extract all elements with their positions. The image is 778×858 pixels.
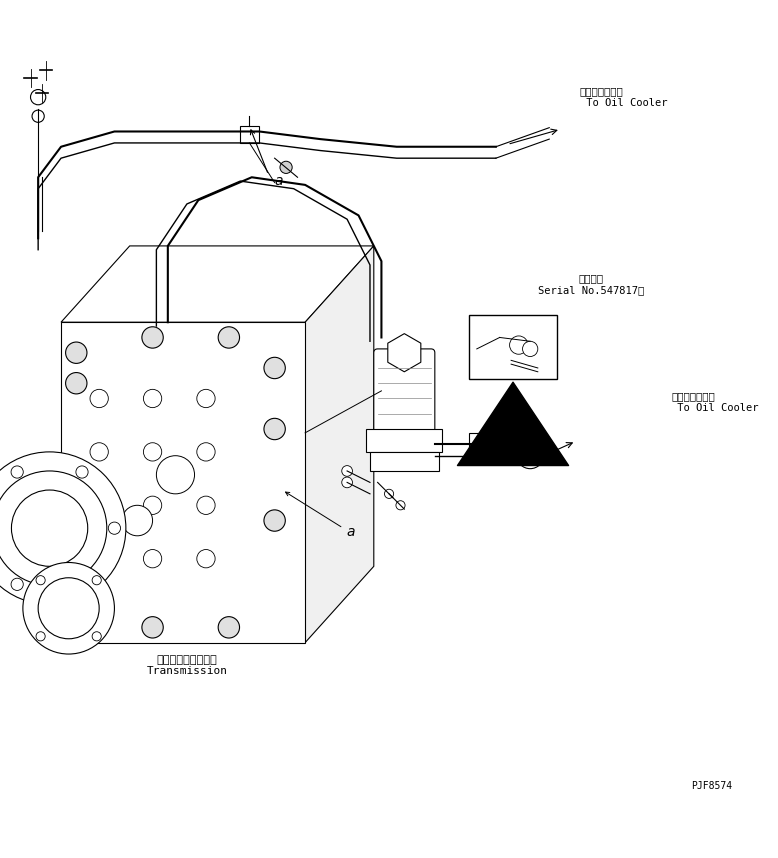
Bar: [469, 315, 557, 379]
Circle shape: [23, 563, 114, 654]
Circle shape: [32, 110, 44, 123]
Polygon shape: [61, 246, 373, 323]
Circle shape: [197, 549, 216, 568]
Circle shape: [142, 617, 163, 638]
Bar: [240, 126, 259, 143]
Circle shape: [65, 372, 87, 394]
Circle shape: [30, 89, 46, 105]
Circle shape: [0, 471, 107, 585]
Circle shape: [264, 510, 286, 531]
Circle shape: [510, 336, 528, 354]
Circle shape: [197, 496, 216, 515]
Bar: [469, 432, 485, 463]
Circle shape: [384, 489, 394, 498]
Text: トランスミッション
Transmission: トランスミッション Transmission: [146, 655, 227, 676]
Text: オイルクーラヘ
 To Oil Cooler: オイルクーラヘ To Oil Cooler: [671, 391, 759, 413]
Circle shape: [90, 496, 108, 515]
Circle shape: [65, 571, 87, 592]
Circle shape: [143, 496, 162, 515]
Bar: [366, 429, 443, 452]
Circle shape: [517, 441, 544, 468]
Circle shape: [12, 490, 88, 566]
Circle shape: [396, 501, 405, 510]
Circle shape: [90, 549, 108, 568]
Circle shape: [264, 419, 286, 439]
Circle shape: [11, 466, 23, 478]
Text: 適用号機
Serial No.547817～: 適用号機 Serial No.547817～: [538, 273, 644, 295]
Circle shape: [92, 631, 101, 641]
Circle shape: [143, 549, 162, 568]
Circle shape: [38, 577, 99, 639]
Circle shape: [218, 327, 240, 348]
Circle shape: [197, 390, 216, 408]
Circle shape: [65, 342, 87, 364]
Circle shape: [156, 456, 194, 494]
Circle shape: [280, 161, 293, 173]
Circle shape: [92, 576, 101, 585]
Polygon shape: [305, 246, 373, 643]
Circle shape: [90, 443, 108, 461]
Text: a: a: [347, 525, 356, 539]
Circle shape: [11, 578, 23, 590]
Polygon shape: [387, 334, 421, 372]
Circle shape: [142, 327, 163, 348]
Circle shape: [76, 466, 88, 478]
Circle shape: [143, 443, 162, 461]
Bar: [370, 452, 439, 471]
Text: PJF8574: PJF8574: [691, 782, 732, 791]
Circle shape: [264, 357, 286, 378]
Circle shape: [36, 631, 45, 641]
Circle shape: [218, 617, 240, 638]
Circle shape: [523, 341, 538, 357]
Text: オイルクーラヘ
 To Oil Cooler: オイルクーラヘ To Oil Cooler: [580, 87, 668, 108]
Circle shape: [0, 452, 126, 604]
Circle shape: [342, 466, 352, 476]
FancyBboxPatch shape: [373, 349, 435, 432]
Bar: [61, 323, 305, 643]
Circle shape: [90, 390, 108, 408]
Circle shape: [143, 390, 162, 408]
Circle shape: [197, 443, 216, 461]
Circle shape: [342, 477, 352, 487]
Text: a: a: [274, 174, 282, 188]
Circle shape: [108, 522, 121, 535]
Circle shape: [122, 505, 152, 535]
Circle shape: [76, 578, 88, 590]
Circle shape: [36, 576, 45, 585]
